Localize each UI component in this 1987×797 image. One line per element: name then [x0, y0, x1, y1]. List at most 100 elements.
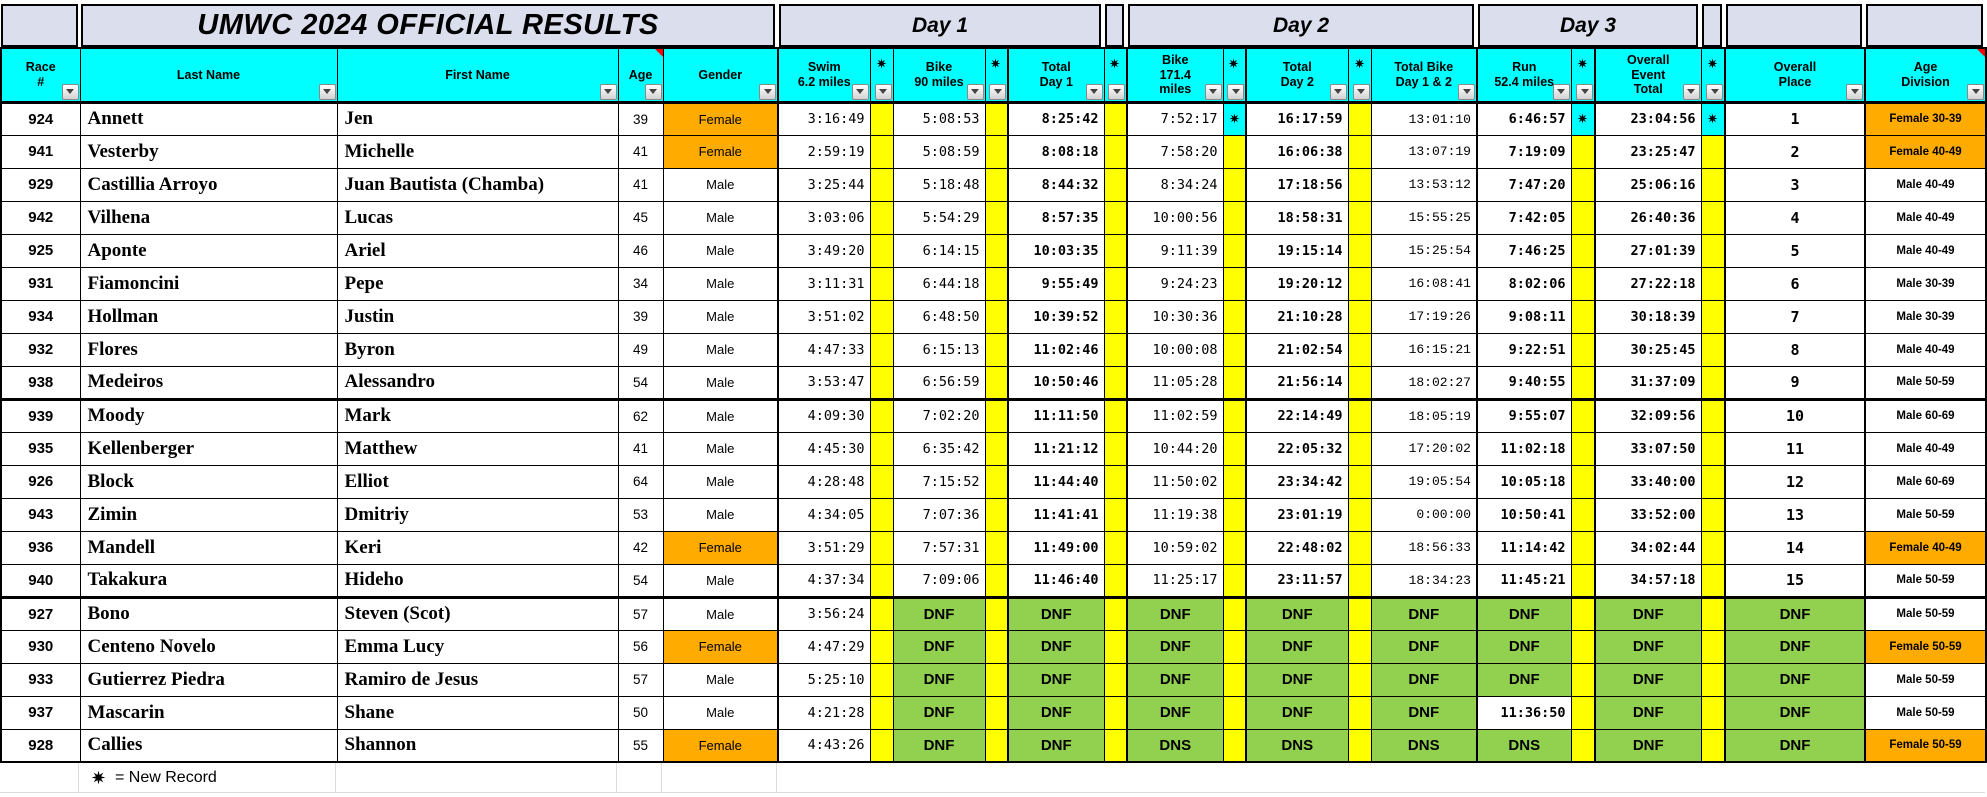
filter-button[interactable]	[1352, 83, 1370, 99]
record-flag-cell[interactable]	[1103, 332, 1128, 367]
cell-race[interactable]: 932	[0, 332, 81, 367]
cell-place[interactable]: 7	[1724, 299, 1866, 334]
record-flag-cell[interactable]	[1347, 167, 1372, 202]
cell-race[interactable]: 925	[0, 233, 81, 268]
cell-total_day2[interactable]: DNF	[1245, 596, 1349, 631]
cell-bike90[interactable]: 5:08:53	[892, 101, 986, 136]
cell-overall[interactable]: 33:40:00	[1594, 464, 1702, 499]
record-flag-cell[interactable]	[984, 299, 1009, 334]
cell-bike90[interactable]: 5:18:48	[892, 167, 986, 202]
cell-swim[interactable]: 3:51:02	[777, 299, 871, 334]
cell-overall[interactable]: DNF	[1594, 695, 1702, 730]
cell-first[interactable]: Keri	[336, 530, 619, 565]
cell-place[interactable]: 1	[1724, 101, 1866, 136]
cell-total_day1[interactable]: 8:08:18	[1007, 134, 1105, 169]
cell-last[interactable]: Mascarin	[79, 695, 338, 730]
cell-division[interactable]: Male 40-49	[1864, 167, 1987, 202]
record-flag-cell[interactable]	[1570, 629, 1596, 664]
cell-total_day2[interactable]: DNF	[1245, 695, 1349, 730]
record-flag-cell[interactable]	[1222, 431, 1247, 466]
cell-race[interactable]: 929	[0, 167, 81, 202]
record-flag-cell[interactable]	[1222, 398, 1247, 433]
cell-first[interactable]: Hideho	[336, 563, 619, 599]
cell-first[interactable]: Lucas	[336, 200, 619, 235]
cell-total_day2[interactable]: 16:06:38	[1245, 134, 1349, 169]
record-flag-cell[interactable]	[1103, 365, 1128, 401]
column-header-bike90-record-flag[interactable]	[984, 47, 1009, 104]
cell-total_day2[interactable]: 21:02:54	[1245, 332, 1349, 367]
record-flag-cell[interactable]	[1103, 134, 1128, 169]
record-flag-cell[interactable]	[1222, 266, 1247, 301]
cell-division[interactable]: Male 30-39	[1864, 266, 1987, 301]
cell-first[interactable]: Michelle	[336, 134, 619, 169]
cell-bike90[interactable]: 6:44:18	[892, 266, 986, 301]
cell-place[interactable]: 5	[1724, 233, 1866, 268]
record-flag-cell[interactable]	[1570, 464, 1596, 499]
cell-division[interactable]: Male 40-49	[1864, 431, 1987, 466]
cell-gender[interactable]: Male	[662, 431, 779, 466]
cell-swim[interactable]: 3:56:24	[777, 596, 871, 631]
cell-first[interactable]: Elliot	[336, 464, 619, 499]
cell-total_day1[interactable]: DNF	[1007, 695, 1105, 730]
record-flag-cell[interactable]	[1570, 596, 1596, 631]
column-header-run[interactable]: Run 52.4 miles	[1476, 47, 1572, 104]
cell-age[interactable]: 34	[617, 266, 664, 301]
cell-last[interactable]: Mandell	[79, 530, 338, 565]
record-flag-cell[interactable]	[1700, 200, 1726, 235]
record-flag-cell[interactable]	[1222, 200, 1247, 235]
record-flag-cell[interactable]	[1222, 629, 1247, 664]
cell-bike171[interactable]: 7:52:17	[1126, 101, 1224, 136]
record-flag-cell[interactable]	[1347, 398, 1372, 433]
cell-bike171[interactable]: 10:44:20	[1126, 431, 1224, 466]
record-flag-cell[interactable]	[1570, 728, 1596, 763]
cell-swim[interactable]: 5:25:10	[777, 662, 871, 697]
cell-total_day2[interactable]: DNF	[1245, 662, 1349, 697]
record-flag-cell[interactable]	[1570, 563, 1596, 599]
cell-total_day2[interactable]: DNF	[1245, 629, 1349, 664]
cell-age[interactable]: 39	[617, 299, 664, 334]
record-flag-cell[interactable]	[1222, 167, 1247, 202]
cell-overall[interactable]: DNF	[1594, 596, 1702, 631]
spacer-cell-2[interactable]	[1702, 4, 1722, 47]
record-flag-cell[interactable]	[1347, 596, 1372, 631]
record-flag-cell[interactable]	[1570, 167, 1596, 202]
cell-gender[interactable]: Female	[662, 134, 779, 169]
cell-place[interactable]: 11	[1724, 431, 1866, 466]
record-flag-cell[interactable]	[984, 365, 1009, 401]
cell-age[interactable]: 56	[617, 629, 664, 664]
record-flag-cell[interactable]	[1103, 728, 1128, 763]
record-flag-cell[interactable]	[1570, 695, 1596, 730]
cell-division[interactable]: Male 60-69	[1864, 398, 1987, 433]
cell-last[interactable]: Zimin	[79, 497, 338, 532]
cell-total_day1[interactable]: 9:55:49	[1007, 266, 1105, 301]
cell-total_bike[interactable]: DNS	[1370, 728, 1478, 763]
cell-bike171[interactable]: DNF	[1126, 629, 1224, 664]
cell-first[interactable]: Shannon	[336, 728, 619, 763]
record-flag-cell[interactable]	[1570, 332, 1596, 367]
cell-total_day1[interactable]: 8:57:35	[1007, 200, 1105, 235]
record-flag-cell[interactable]	[1103, 629, 1128, 664]
record-flag-cell[interactable]	[869, 629, 894, 664]
cell-gender[interactable]: Male	[662, 563, 779, 599]
cell-race[interactable]: 936	[0, 530, 81, 565]
record-flag-cell[interactable]	[1347, 365, 1372, 401]
cell-swim[interactable]: 4:34:05	[777, 497, 871, 532]
record-flag-cell[interactable]	[984, 332, 1009, 367]
cell-division[interactable]: Male 50-59	[1864, 365, 1987, 401]
record-flag-cell[interactable]	[984, 101, 1009, 136]
cell-age[interactable]: 41	[617, 431, 664, 466]
cell-run[interactable]: 11:45:21	[1476, 563, 1572, 599]
legend-blank-cell[interactable]	[0, 763, 79, 793]
record-flag-cell[interactable]	[869, 167, 894, 202]
record-flag-cell[interactable]	[1103, 200, 1128, 235]
record-flag-cell[interactable]	[1700, 695, 1726, 730]
cell-bike90[interactable]: DNF	[892, 695, 986, 730]
cell-last[interactable]: Castillia Arroyo	[79, 167, 338, 202]
cell-total_day2[interactable]: 22:48:02	[1245, 530, 1349, 565]
cell-overall[interactable]: 34:57:18	[1594, 563, 1702, 599]
cell-place[interactable]: 10	[1724, 398, 1866, 433]
record-flag-cell[interactable]	[1222, 365, 1247, 401]
cell-last[interactable]: Gutierrez Piedra	[79, 662, 338, 697]
cell-swim[interactable]: 4:09:30	[777, 398, 871, 433]
cell-run[interactable]: 9:40:55	[1476, 365, 1572, 401]
